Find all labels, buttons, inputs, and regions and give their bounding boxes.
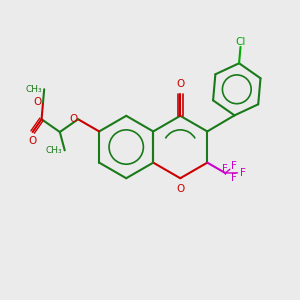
Text: O: O: [33, 97, 41, 107]
Text: CH₃: CH₃: [45, 146, 62, 155]
Text: O: O: [28, 136, 37, 146]
Text: O: O: [176, 79, 184, 89]
Text: O: O: [69, 114, 77, 124]
Text: F: F: [222, 164, 228, 174]
Text: F: F: [240, 168, 246, 178]
Text: F: F: [231, 161, 237, 171]
Text: O: O: [176, 184, 184, 194]
Text: CH₃: CH₃: [25, 85, 42, 94]
Text: Cl: Cl: [236, 37, 246, 46]
Text: F: F: [231, 173, 237, 183]
